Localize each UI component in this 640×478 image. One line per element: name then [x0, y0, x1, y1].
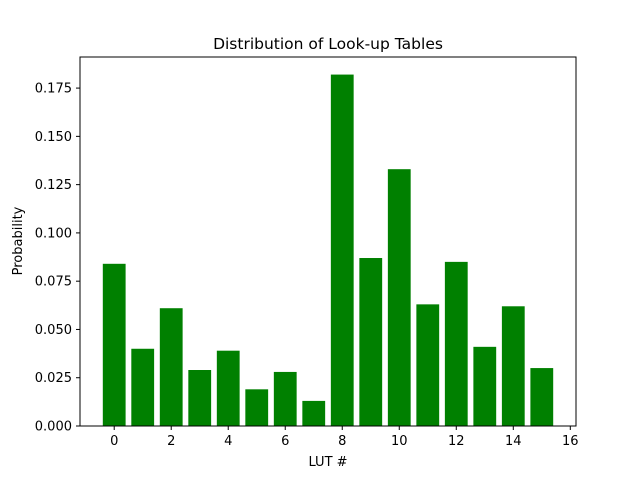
x-tick-label: 8: [338, 434, 346, 449]
y-tick-label: 0.075: [35, 275, 72, 290]
x-tick-label: 14: [505, 434, 522, 449]
y-tick-label: 0.125: [35, 178, 72, 193]
bar-0: [102, 263, 126, 426]
x-tick-label: 12: [448, 434, 465, 449]
bar-7: [302, 400, 326, 426]
plot-frame: [79, 56, 577, 427]
bar-12: [444, 261, 468, 426]
y-axis-label: Probability: [11, 206, 26, 275]
bar-6: [273, 371, 297, 426]
x-tick-label: 4: [224, 434, 232, 449]
bar-9: [359, 258, 383, 426]
bar-8: [330, 74, 354, 427]
bar-4: [216, 350, 240, 426]
y-tick-label: 0.050: [35, 323, 72, 338]
x-tick-label: 2: [167, 434, 175, 449]
y-axis: 0.000 0.025 0.050 0.075 0.100 0.125 0.150 0.175: [35, 82, 80, 435]
bar-14: [501, 306, 525, 426]
x-tick-label: 6: [281, 434, 289, 449]
x-tick-label: 0: [110, 434, 118, 449]
y-tick-label: 0.175: [35, 82, 72, 97]
bar-3: [188, 370, 212, 426]
chart-title: Distribution of Look-up Tables: [213, 35, 443, 53]
bar-1: [131, 348, 155, 426]
bar-15: [530, 368, 554, 426]
y-tick-label: 0.100: [35, 226, 72, 241]
bar-13: [473, 346, 497, 426]
x-tick-label: 10: [391, 434, 408, 449]
y-tick-label: 0.000: [35, 420, 72, 435]
x-axis-label: LUT #: [308, 455, 347, 470]
bar-2: [159, 308, 183, 426]
bar-11: [416, 304, 440, 426]
bars-group: [102, 74, 554, 427]
bar-5: [245, 389, 269, 426]
bar-10: [387, 169, 411, 426]
y-tick-label: 0.025: [35, 371, 72, 386]
x-axis: 0 2 4 6 8 10 12 14 16: [110, 426, 579, 449]
y-tick-label: 0.150: [35, 130, 72, 145]
x-tick-label: 16: [562, 434, 579, 449]
